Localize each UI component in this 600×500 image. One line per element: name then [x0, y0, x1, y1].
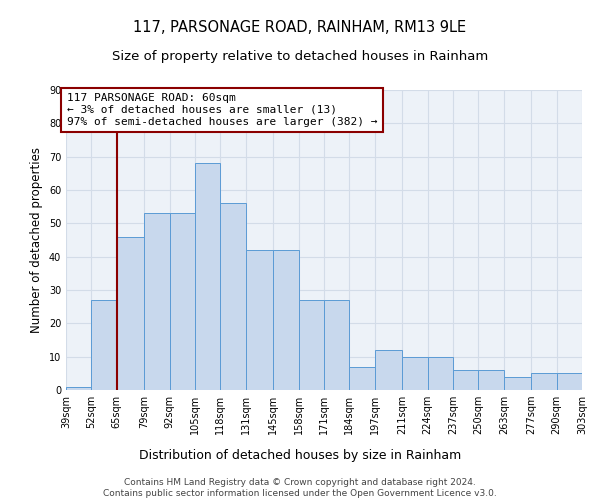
Bar [402, 356, 428, 390]
Bar [428, 356, 453, 390]
Bar [375, 350, 402, 390]
Bar [299, 300, 324, 390]
Bar [324, 300, 349, 390]
Bar [91, 300, 117, 390]
Bar [195, 164, 220, 390]
Bar [170, 214, 195, 390]
Bar [478, 370, 504, 390]
Bar [273, 250, 299, 390]
Text: Size of property relative to detached houses in Rainham: Size of property relative to detached ho… [112, 50, 488, 63]
Bar [349, 366, 375, 390]
Text: Distribution of detached houses by size in Rainham: Distribution of detached houses by size … [139, 448, 461, 462]
Bar [557, 374, 582, 390]
Bar [220, 204, 246, 390]
Text: 117 PARSONAGE ROAD: 60sqm
← 3% of detached houses are smaller (13)
97% of semi-d: 117 PARSONAGE ROAD: 60sqm ← 3% of detach… [67, 94, 377, 126]
Bar [453, 370, 478, 390]
Text: 117, PARSONAGE ROAD, RAINHAM, RM13 9LE: 117, PARSONAGE ROAD, RAINHAM, RM13 9LE [133, 20, 467, 35]
Bar [117, 236, 144, 390]
Bar [246, 250, 273, 390]
Y-axis label: Number of detached properties: Number of detached properties [30, 147, 43, 333]
Text: Contains HM Land Registry data © Crown copyright and database right 2024.
Contai: Contains HM Land Registry data © Crown c… [103, 478, 497, 498]
Bar [504, 376, 531, 390]
Bar [66, 386, 91, 390]
Bar [144, 214, 170, 390]
Bar [531, 374, 557, 390]
